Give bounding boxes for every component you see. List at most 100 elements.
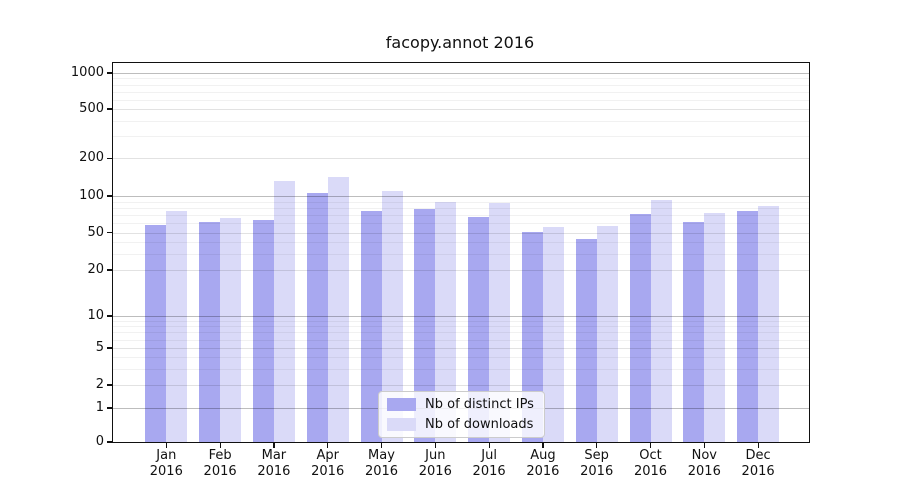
- x-tick-year: 2016: [633, 463, 668, 479]
- minor-gridline: [113, 91, 809, 93]
- legend-item-distinct-ips: Nb of distinct IPs: [379, 397, 544, 412]
- bar-distinct-ips: [629, 214, 651, 442]
- bar-distinct-ips: [683, 222, 705, 442]
- y-tick-mark: [107, 72, 112, 74]
- y-tick-label: 1000: [70, 65, 104, 80]
- bar-downloads: [704, 213, 726, 442]
- x-tick-label: May 2016: [350, 448, 414, 479]
- x-tick-month: Jul: [481, 448, 497, 463]
- y-tick-label: 100: [79, 188, 104, 204]
- x-tick-label: Dec 2016: [726, 448, 790, 479]
- y-tick-mark: [107, 384, 112, 386]
- bar-distinct-ips: [306, 192, 328, 442]
- x-tick-label: Aug 2016: [511, 448, 575, 479]
- x-tick-label: Feb 2016: [188, 448, 252, 479]
- sub-gridline: [113, 109, 809, 110]
- x-tick-mark: [649, 443, 652, 448]
- bar-downloads: [542, 226, 564, 442]
- bar-downloads: [489, 203, 511, 442]
- major-gridline: [113, 73, 809, 74]
- bar-downloads: [327, 176, 349, 442]
- legend: Nb of distinct IPs Nb of downloads: [378, 391, 545, 438]
- bar-distinct-ips: [360, 210, 382, 442]
- bar-distinct-ips: [199, 222, 221, 442]
- x-tick-label: Sep 2016: [565, 448, 629, 479]
- x-tick-mark: [327, 443, 329, 448]
- y-tick-label: 0: [95, 434, 104, 449]
- minor-gridline: [113, 207, 809, 209]
- x-tick-label: Jan 2016: [134, 448, 198, 479]
- x-tick-mark: [703, 443, 705, 448]
- y-tick-label: 50: [87, 224, 104, 240]
- bar-distinct-ips: [414, 209, 436, 442]
- x-tick-label: Apr 2016: [296, 448, 360, 479]
- x-tick-mark: [488, 443, 490, 448]
- x-tick-label: Mar 2016: [242, 448, 306, 479]
- y-tick-mark: [107, 407, 112, 409]
- bar-distinct-ips: [737, 210, 759, 442]
- x-tick-mark: [596, 443, 598, 448]
- minor-gridline: [113, 121, 809, 123]
- minor-gridline: [113, 99, 809, 101]
- x-tick-year: 2016: [257, 463, 291, 479]
- x-tick-month: Sep: [584, 448, 609, 463]
- y-tick-mark: [107, 232, 112, 234]
- y-tick-mark: [107, 441, 112, 443]
- y-tick-label: 500: [79, 101, 104, 116]
- bar-downloads: [166, 211, 188, 442]
- y-tick-mark: [107, 195, 112, 197]
- chart-title: facopy.annot 2016: [385, 33, 535, 52]
- minor-gridline: [113, 84, 809, 86]
- x-tick-label: Jun 2016: [403, 448, 467, 479]
- bar-distinct-ips: [575, 238, 597, 442]
- bar-downloads: [220, 218, 242, 442]
- x-tick-year: 2016: [203, 463, 237, 479]
- x-tick-month: Nov: [691, 448, 717, 463]
- x-tick-label: Jul 2016: [457, 448, 521, 479]
- bar-downloads: [758, 205, 780, 442]
- x-tick-mark: [434, 443, 436, 448]
- legend-item-downloads: Nb of downloads: [379, 417, 544, 432]
- legend-label-distinct-ips: Nb of distinct IPs: [425, 397, 534, 412]
- y-tick-mark: [107, 315, 112, 317]
- bar-distinct-ips: [468, 217, 490, 442]
- legend-swatch-downloads: [387, 418, 416, 431]
- x-tick-year: 2016: [364, 463, 399, 479]
- major-gridline: [113, 196, 809, 198]
- x-tick-mark: [542, 443, 544, 448]
- y-tick-label: 1: [95, 400, 104, 415]
- x-tick-year: 2016: [311, 463, 345, 479]
- x-tick-year: 2016: [687, 463, 721, 479]
- y-tick-mark: [107, 108, 112, 110]
- x-tick-month: Jan: [156, 448, 177, 463]
- bar-distinct-ips: [252, 219, 274, 442]
- x-tick-year: 2016: [149, 463, 183, 479]
- minor-gridline: [113, 136, 809, 138]
- x-tick-mark: [165, 443, 167, 448]
- bar-downloads: [596, 225, 618, 442]
- legend-label-downloads: Nb of downloads: [425, 417, 534, 432]
- x-tick-year: 2016: [472, 463, 506, 479]
- x-tick-month: Feb: [208, 448, 232, 463]
- y-tick-label: 5: [95, 340, 104, 355]
- y-tick-label: 10: [87, 307, 104, 323]
- y-tick-mark: [107, 347, 112, 349]
- y-tick-label: 200: [79, 150, 104, 166]
- x-tick-month: May: [368, 448, 395, 463]
- minor-gridline: [113, 78, 809, 80]
- x-tick-month: Jun: [425, 448, 446, 463]
- x-tick-year: 2016: [526, 463, 560, 479]
- x-tick-year: 2016: [741, 463, 775, 479]
- y-tick-label: 20: [87, 262, 104, 277]
- x-tick-month: Oct: [639, 448, 662, 463]
- x-tick-mark: [757, 443, 759, 448]
- bar-downloads: [435, 202, 457, 442]
- sub-gridline: [113, 158, 809, 160]
- x-tick-mark: [380, 443, 383, 448]
- x-tick-mark: [219, 443, 221, 448]
- y-tick-mark: [107, 157, 112, 159]
- y-tick-label: 2: [95, 376, 104, 392]
- bar-downloads: [650, 199, 672, 442]
- plot-area: [112, 62, 810, 443]
